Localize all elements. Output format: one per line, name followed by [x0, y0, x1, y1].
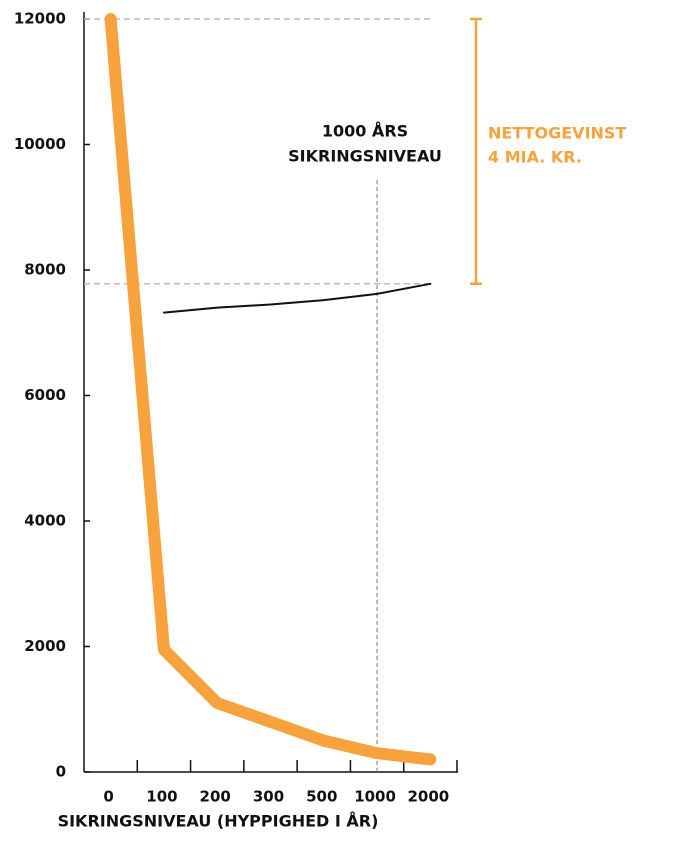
data-line: [104, 13, 437, 766]
y-tick-label: 0: [56, 763, 66, 781]
annotation-text: 4 MIA. KR.: [488, 148, 582, 167]
y-tick-label: 10000: [14, 135, 66, 153]
x-tick-label: 500: [306, 788, 337, 806]
x-axis-label: SIKRINGSNIVEAU (HYPPIGHED I ÅR): [58, 812, 379, 831]
y-tick-label: 4000: [24, 512, 66, 530]
y-tick-label: 12000: [14, 10, 66, 28]
x-tick-label: 300: [253, 788, 284, 806]
annotation-text: SIKRINGSNIVEAU: [288, 147, 442, 166]
y-tick-label: 2000: [24, 637, 66, 655]
y-tick-label: 6000: [24, 386, 66, 404]
data-line: [162, 282, 432, 314]
x-tick-label: 100: [146, 788, 177, 806]
y-tick-label: 8000: [24, 261, 66, 279]
x-tick-label: 2000: [407, 788, 449, 806]
bracket: [470, 17, 482, 286]
annotation-text: 1000 ÅRS: [322, 122, 408, 141]
annotation-text: NETTOGEVINST: [488, 124, 626, 143]
x-tick-label: 200: [200, 788, 231, 806]
x-tick-label: 1000: [354, 788, 396, 806]
x-tick-label: 0: [103, 788, 113, 806]
